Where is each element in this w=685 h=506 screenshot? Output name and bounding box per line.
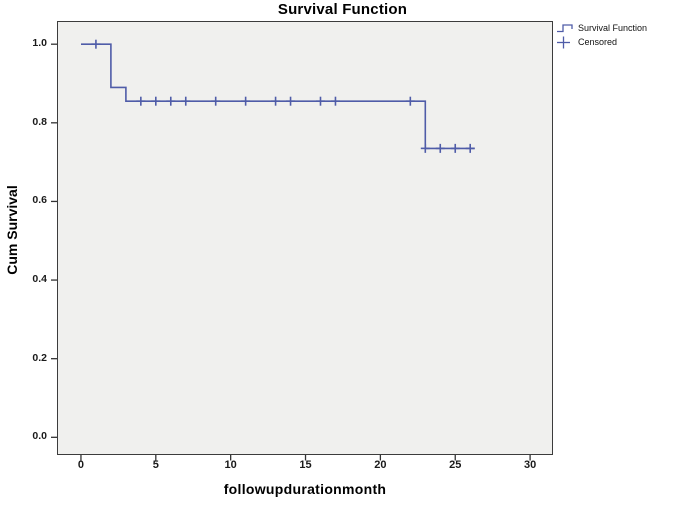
y-tick-label: 0.4 bbox=[32, 273, 47, 286]
x-tick-label: 30 bbox=[523, 459, 537, 471]
y-tick-label: 0.6 bbox=[32, 194, 47, 207]
x-tick-label: 5 bbox=[152, 459, 159, 471]
x-tick-label: 15 bbox=[299, 459, 312, 471]
plot-area bbox=[57, 21, 553, 455]
legend-item-censored: Censored bbox=[556, 35, 647, 49]
step-line-icon bbox=[557, 23, 573, 32]
legend-label-survival-function: Survival Function bbox=[578, 22, 648, 33]
x-tick-label: 10 bbox=[224, 459, 237, 471]
legend: Survival Function Censored bbox=[556, 21, 647, 49]
legend-label-censored: Censored bbox=[578, 36, 618, 47]
y-tick-label: 0.2 bbox=[32, 351, 47, 364]
x-axis-label: followupdurationmonth bbox=[223, 481, 387, 497]
x-tick-label: 25 bbox=[449, 459, 462, 471]
chart-title: Survival Function bbox=[277, 1, 408, 18]
y-tick-label: 0.8 bbox=[32, 115, 47, 128]
x-tick-label: 20 bbox=[374, 459, 387, 471]
x-tick-label: 0 bbox=[77, 459, 85, 471]
y-tick-label: 1.0 bbox=[32, 37, 47, 50]
plus-icon bbox=[557, 36, 570, 48]
y-tick-label: 0.0 bbox=[32, 430, 47, 443]
legend-item-survival-function: Survival Function bbox=[556, 21, 647, 35]
